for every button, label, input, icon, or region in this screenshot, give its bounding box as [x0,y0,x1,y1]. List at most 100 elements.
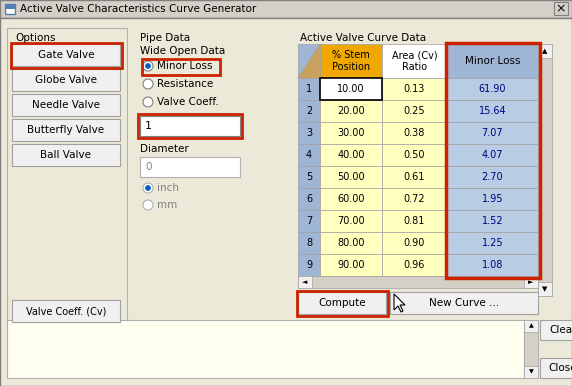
Bar [382,100,447,122]
Text: Minor Loss: Minor Loss [464,56,521,66]
Bar [538,282,552,296]
Text: 0.81: 0.81 [404,216,425,226]
Text: Diameter: Diameter [140,144,189,154]
Text: 2: 2 [306,106,312,116]
Bar [447,78,538,100]
Bar [298,292,386,314]
Bar [298,122,320,144]
Bar [538,44,552,58]
Bar [382,166,447,188]
Bar [142,59,220,75]
Text: Compute: Compute [318,298,366,308]
Bar [382,188,447,210]
Text: 80.00: 80.00 [337,238,365,248]
Bar [140,157,240,177]
Bar [298,166,320,188]
Text: ▲: ▲ [542,48,547,54]
Bar [298,100,320,122]
Bar [447,254,538,276]
Bar [447,100,538,122]
Text: 7: 7 [306,216,312,226]
Circle shape [143,61,153,71]
Bar [7,320,524,378]
Polygon shape [394,294,405,312]
Bar [447,144,538,166]
Text: Active Valve Curve Data: Active Valve Curve Data [300,33,426,43]
Bar [298,144,320,166]
Text: Needle Valve: Needle Valve [32,100,100,110]
Bar [524,320,538,378]
Bar [446,42,539,278]
Bar [5,4,15,9]
Text: ◄: ◄ [303,279,308,285]
Text: 40.00: 40.00 [337,150,365,160]
Text: 3: 3 [306,128,312,138]
Bar [12,119,120,141]
Text: 0.72: 0.72 [404,194,426,204]
Bar [12,69,120,91]
Bar [298,232,320,254]
Circle shape [145,64,150,68]
Bar [12,144,120,166]
Bar [320,144,382,166]
Bar [447,210,538,232]
Bar [447,166,538,188]
Text: Resistance: Resistance [157,79,213,89]
Bar [140,116,240,136]
Bar [382,210,447,232]
Text: Butterfly Valve: Butterfly Valve [27,125,105,135]
Bar [320,122,382,144]
Text: 2.70: 2.70 [482,172,503,182]
Polygon shape [298,44,320,78]
Text: mm: mm [157,200,177,210]
Text: 30.00: 30.00 [337,128,365,138]
Circle shape [143,200,153,210]
Text: Globe Valve: Globe Valve [35,75,97,85]
Text: 8: 8 [306,238,312,248]
Text: 10.00: 10.00 [337,84,365,94]
Bar [320,188,382,210]
Text: % Stem
Position: % Stem Position [332,50,370,72]
Text: 5: 5 [306,172,312,182]
Bar [138,114,242,138]
Text: 90.00: 90.00 [337,260,365,270]
Text: Wide Open Data: Wide Open Data [140,46,225,56]
Text: ▼: ▼ [542,286,547,292]
Text: 0.50: 0.50 [404,150,425,160]
Text: 61.90: 61.90 [479,84,506,94]
Text: 0.38: 0.38 [404,128,425,138]
Bar [538,44,552,296]
Text: 0.25: 0.25 [404,106,426,116]
Bar [382,44,447,78]
Bar [320,166,382,188]
Text: Valve Coeff.: Valve Coeff. [157,97,219,107]
Bar [5,4,15,14]
Bar [0,0,572,18]
Bar [320,44,382,78]
Text: Active Valve Characteristics Curve Generator: Active Valve Characteristics Curve Gener… [20,4,256,14]
Text: Valve Coeff. (Cv): Valve Coeff. (Cv) [26,306,106,316]
Text: 4.07: 4.07 [482,150,503,160]
Bar [298,78,320,100]
Text: 0: 0 [145,162,152,172]
Text: 1.95: 1.95 [482,194,503,204]
Text: 20.00: 20.00 [337,106,365,116]
Bar [7,28,127,326]
Text: 50.00: 50.00 [337,172,365,182]
Text: Area (Cv)
Ratio: Area (Cv) Ratio [392,50,438,72]
Text: 70.00: 70.00 [337,216,365,226]
Bar [296,291,387,315]
Text: 6: 6 [306,194,312,204]
Text: Clear: Clear [549,325,572,335]
Bar [382,254,447,276]
Bar [382,144,447,166]
Circle shape [145,186,150,191]
Bar [447,188,538,210]
Text: Close: Close [549,363,572,373]
Bar [298,276,538,288]
Bar [320,78,382,100]
Bar [298,188,320,210]
Circle shape [143,183,153,193]
Bar [320,210,382,232]
Text: inch: inch [157,183,179,193]
